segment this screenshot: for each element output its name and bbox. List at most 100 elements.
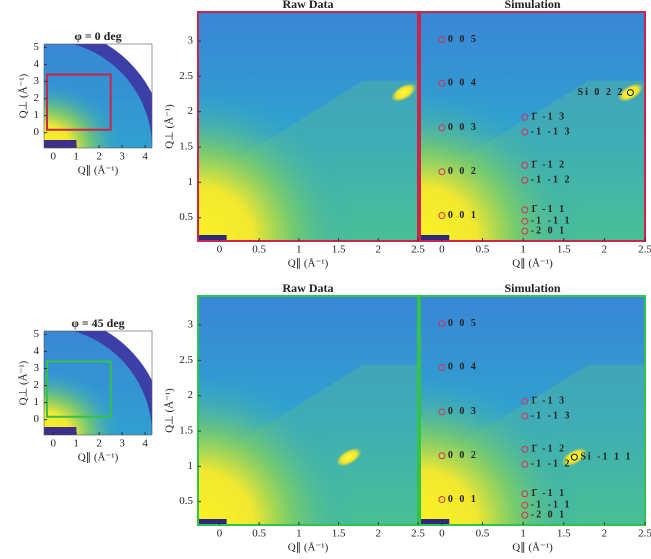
peak-label: 0 0 1 bbox=[448, 494, 478, 505]
frame bbox=[419, 11, 646, 242]
peak-label: -1 -1 1 bbox=[531, 216, 572, 227]
peak-label: 0 0 2 bbox=[448, 166, 478, 177]
glow bbox=[44, 362, 131, 435]
x-tick-label: 1.5 bbox=[557, 528, 571, 540]
x-tick-label: 1.5 bbox=[332, 244, 346, 256]
y-tick-label: 0 bbox=[34, 126, 40, 138]
peak-marker bbox=[438, 496, 446, 504]
x-tick-label: 1.5 bbox=[332, 528, 346, 540]
y-tick-label: 3 bbox=[34, 362, 40, 374]
substrate-spot bbox=[617, 83, 643, 102]
peak-marker bbox=[521, 460, 529, 468]
y-tick-label: 1 bbox=[34, 396, 40, 408]
beamstop bbox=[198, 235, 227, 241]
peak-label: 1̄ -1 3 bbox=[531, 112, 566, 123]
x-tick-label: 1 bbox=[520, 528, 526, 540]
y-tick-label: 2.5 bbox=[179, 70, 193, 82]
x-tick-label: 2.5 bbox=[638, 244, 651, 256]
x-tick-label: 2 bbox=[376, 528, 382, 540]
glow bbox=[420, 353, 600, 525]
y-tick-label: 3 bbox=[188, 319, 194, 331]
peak-marker bbox=[626, 89, 634, 97]
x-axis-label: Q∥ (Å⁻¹) bbox=[78, 165, 119, 177]
x-tick-label: 2 bbox=[96, 438, 102, 450]
peak-marker bbox=[438, 79, 446, 87]
x-tick-label: 1.5 bbox=[557, 244, 571, 256]
y-tick-label: 2 bbox=[188, 389, 194, 401]
peak-label: 0 0 5 bbox=[448, 34, 478, 45]
x-tick-label: 2 bbox=[376, 244, 382, 256]
frame bbox=[419, 295, 646, 526]
peak-marker bbox=[438, 36, 446, 44]
panel-title: Simulation bbox=[504, 0, 560, 11]
x-tick-label: 1 bbox=[296, 244, 302, 256]
x-tick-label: 0 bbox=[217, 244, 223, 256]
y-tick-label: 4 bbox=[34, 345, 40, 357]
x-tick-label: 2.5 bbox=[411, 244, 425, 256]
peak-marker bbox=[521, 206, 529, 214]
x-tick-label: 0 bbox=[50, 151, 56, 163]
peak-marker bbox=[438, 212, 446, 220]
peak-marker bbox=[521, 397, 529, 405]
peak-marker bbox=[438, 320, 446, 328]
peak-marker bbox=[521, 113, 529, 121]
peak-marker bbox=[521, 490, 529, 498]
peak-marker bbox=[521, 412, 529, 420]
x-axis-label: Q∥ (Å⁻¹) bbox=[512, 258, 553, 270]
frame bbox=[197, 11, 419, 242]
peak-marker bbox=[521, 217, 529, 225]
peak-marker bbox=[438, 408, 446, 416]
peak-label: -1 -1 3 bbox=[531, 126, 572, 137]
x-tick-label: 0.5 bbox=[252, 528, 266, 540]
beamstop bbox=[420, 235, 450, 241]
x-tick-label: 0 bbox=[439, 528, 445, 540]
peak-label: 0 0 4 bbox=[448, 362, 478, 373]
glow bbox=[198, 69, 374, 241]
heatmap-image bbox=[198, 296, 418, 525]
peak-label: -2 0 1 bbox=[531, 509, 566, 520]
panel-title: φ = 0 deg bbox=[74, 29, 121, 43]
y-axis-label: Q⊥ (Å⁻¹) bbox=[18, 73, 30, 118]
y-tick-label: 1 bbox=[188, 460, 194, 472]
x-tick-label: 0.5 bbox=[252, 244, 266, 256]
y-tick-label: 2 bbox=[34, 379, 40, 391]
peak-marker bbox=[438, 452, 446, 460]
x-tick-label: 1 bbox=[296, 528, 302, 540]
shadow bbox=[44, 140, 77, 148]
heatmap-image bbox=[44, 331, 152, 435]
y-tick-label: 0.5 bbox=[179, 495, 193, 507]
peak-label: 0 0 3 bbox=[448, 122, 478, 133]
peak-marker bbox=[438, 363, 446, 371]
peak-marker bbox=[521, 511, 529, 519]
beamstop bbox=[198, 519, 227, 525]
x-tick-label: 1 bbox=[520, 244, 526, 256]
peak-marker bbox=[521, 501, 529, 509]
x-tick-label: 2 bbox=[602, 528, 608, 540]
peak-label: 0 0 2 bbox=[448, 450, 478, 461]
y-tick-label: 1 bbox=[188, 176, 194, 188]
x-tick-label: 4 bbox=[142, 438, 148, 450]
y-tick-label: 2.5 bbox=[179, 354, 193, 366]
y-tick-label: 5 bbox=[34, 328, 40, 340]
beamstop bbox=[420, 519, 450, 525]
peak-label: 0 0 3 bbox=[448, 406, 478, 417]
raw-window bbox=[45, 360, 112, 418]
panel-title: Simulation bbox=[504, 281, 560, 295]
peak-label: -1 -1 2 bbox=[531, 175, 572, 186]
peak-marker bbox=[521, 128, 529, 136]
y-axis-label: Q⊥ (Å⁻¹) bbox=[18, 360, 30, 405]
shadow bbox=[44, 427, 77, 435]
substrate-spot bbox=[561, 447, 587, 467]
x-tick-label: 3 bbox=[119, 151, 125, 163]
frame bbox=[197, 295, 419, 526]
heatmap-image bbox=[198, 12, 418, 241]
y-tick-label: 0 bbox=[34, 413, 40, 425]
frame bbox=[43, 43, 153, 149]
peak-label: -1 -1 2 bbox=[531, 459, 572, 470]
glow bbox=[44, 75, 131, 148]
heatmap-image bbox=[44, 44, 152, 148]
peak-marker bbox=[438, 168, 446, 176]
x-tick-label: 2 bbox=[602, 244, 608, 256]
x-axis-label: Q∥ (Å⁻¹) bbox=[288, 542, 329, 554]
